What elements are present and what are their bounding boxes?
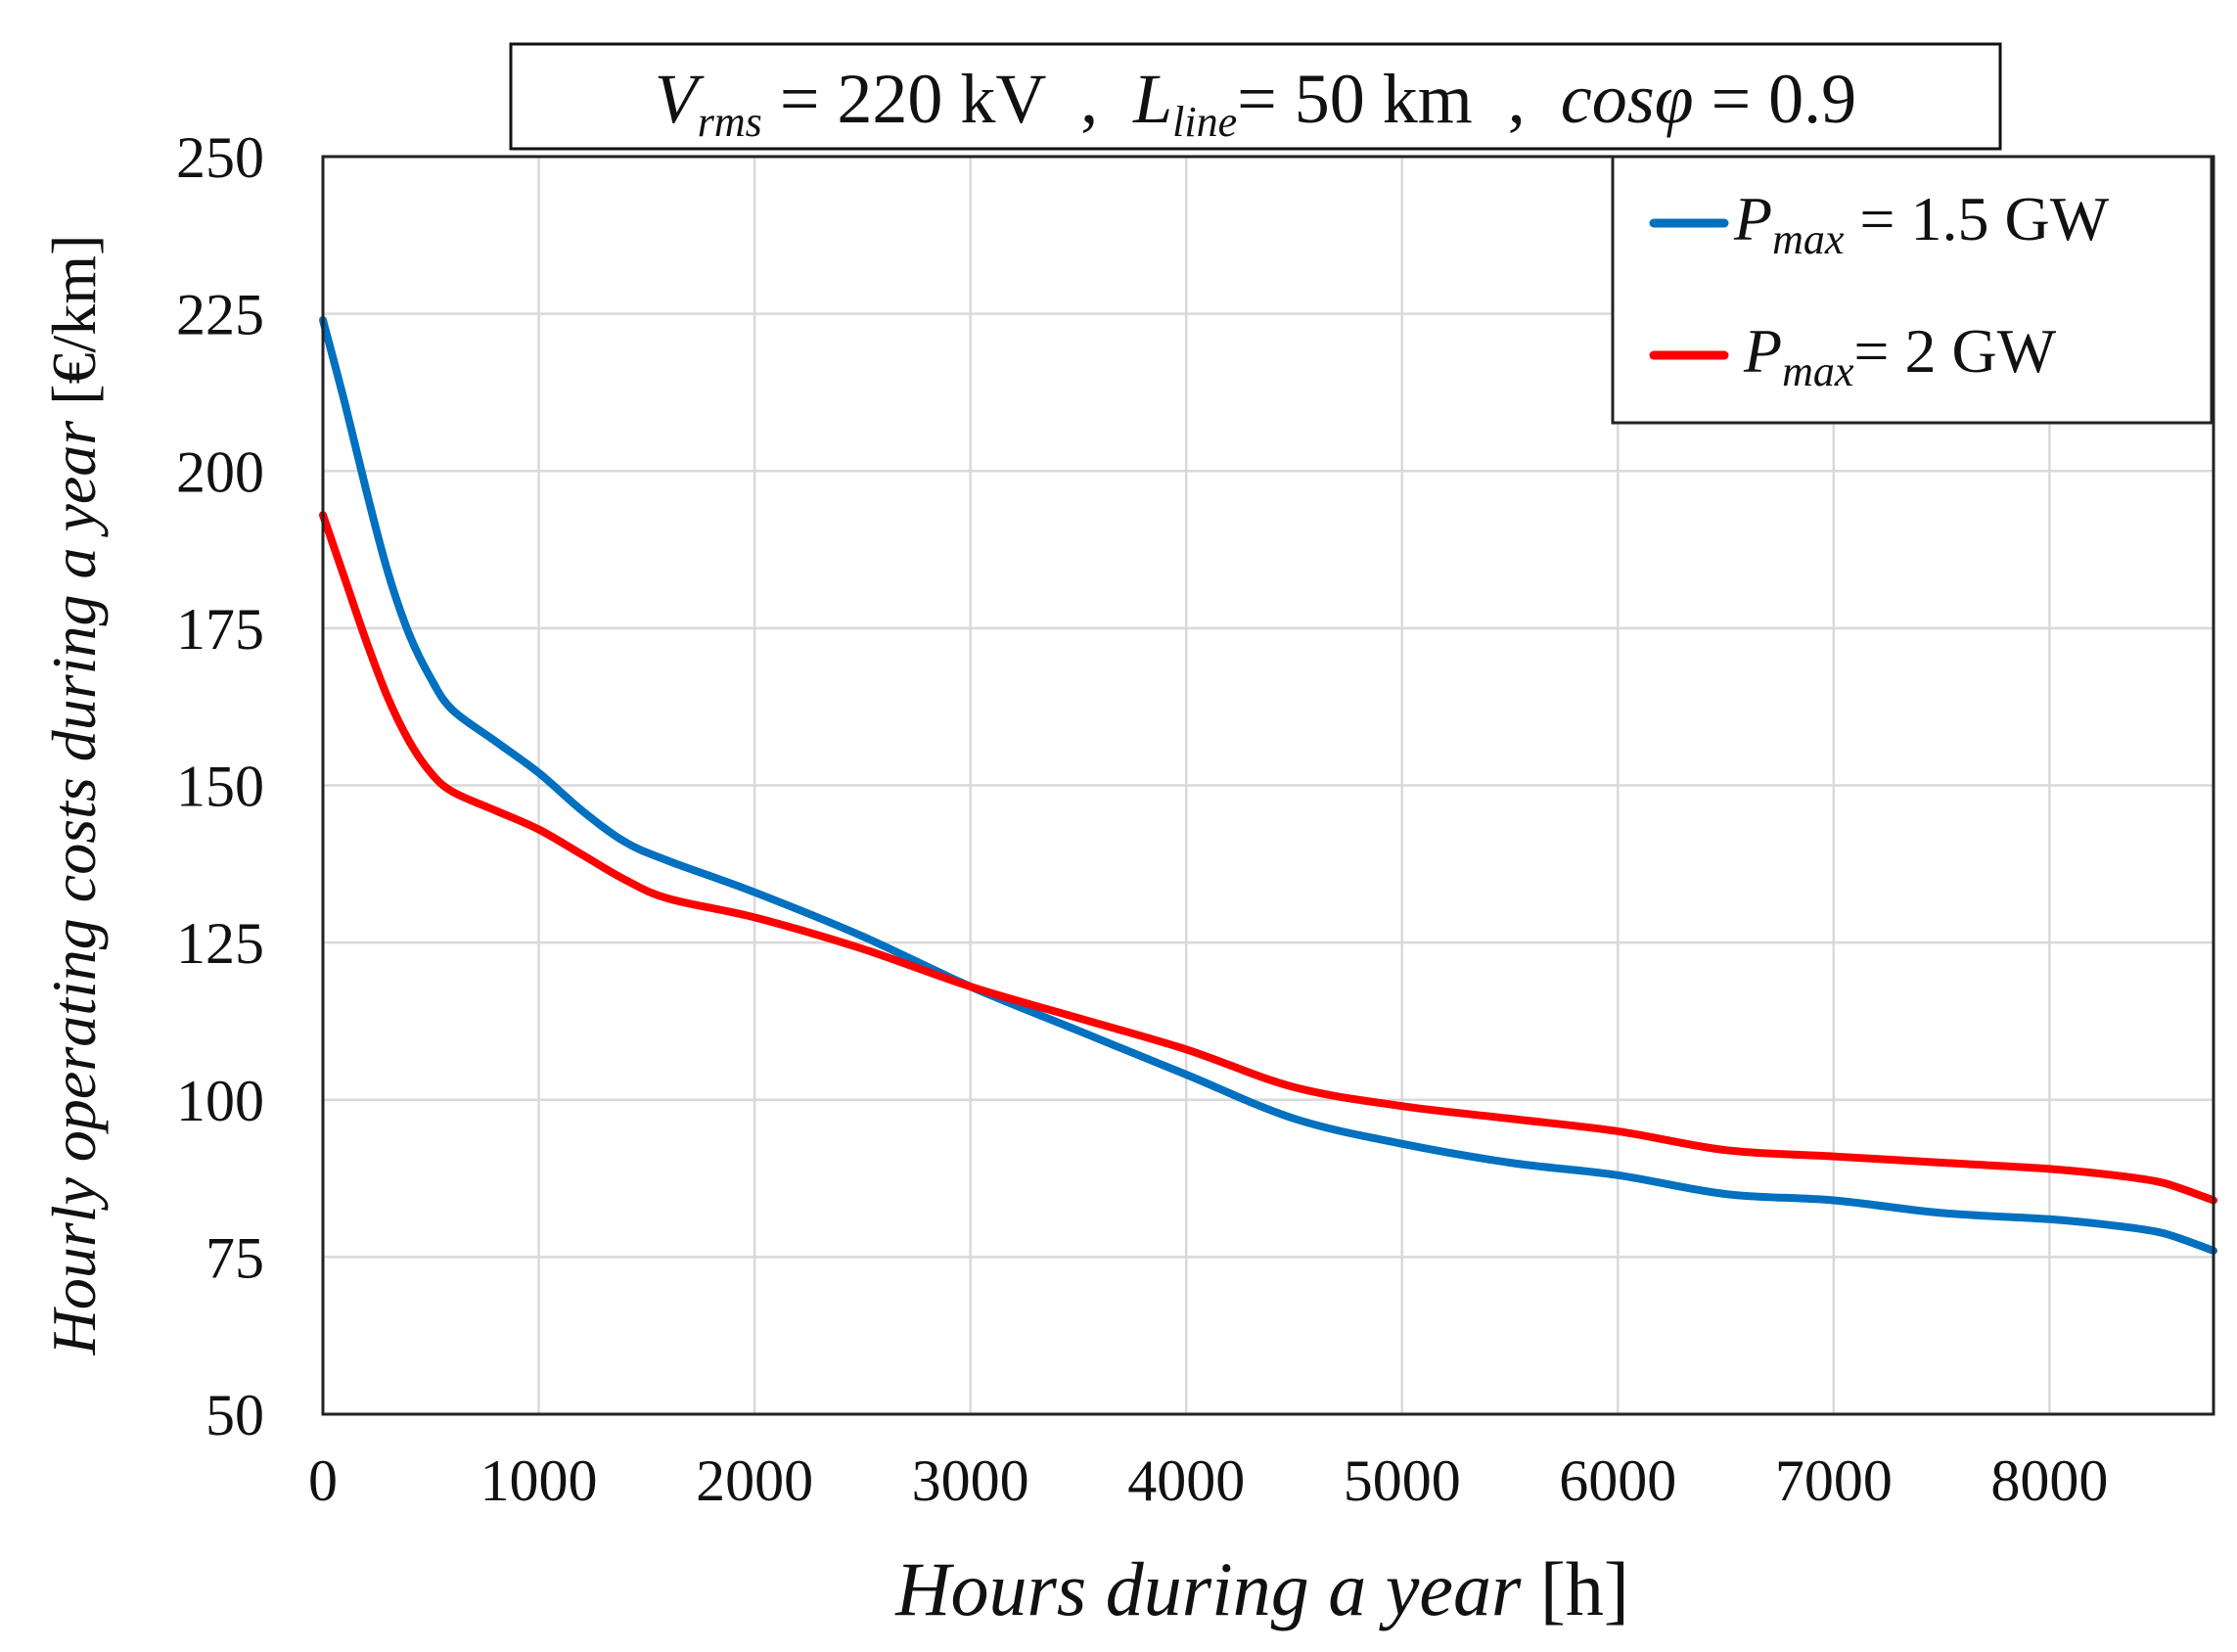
x-tick-label-8: 8000 [1990,1448,2108,1513]
title-box [509,42,2002,151]
legend-1-symbol: P [1733,184,1772,253]
x-tick-label-3: 3000 [912,1448,1029,1513]
legend-2-value: = 2 GW [1853,316,2056,386]
title-v-symbol: V [655,60,705,138]
chart-title: Vrms = 220 kV , Lline= 50 km , cosφ = 0.… [655,60,1856,146]
series-line-2 [319,511,2217,1205]
legend-2-symbol: P [1743,316,1782,386]
y-tick-label-8: 250 [176,125,264,190]
legend-2-subscript: max [1782,347,1854,395]
legend-1-value: = 1.5 GW [1844,184,2109,253]
plot-frame [321,155,2215,1416]
series-line-1 [319,316,2217,1255]
x-axis-title: Hours during a year [h] [894,1546,1629,1631]
y-tick-label-0: 50 [205,1383,264,1447]
x-tick-label-1: 1000 [480,1448,598,1513]
series-lines [319,316,2217,1255]
legend-label-2: Pmax= 2 GW [1743,316,2057,395]
title-l-subscript: line [1172,98,1237,146]
y-axis-title: Hourly operating costs during a year [€/… [39,235,109,1356]
y-axis-title-unit: [€/km] [39,235,109,421]
y-tick-label-1: 75 [205,1225,264,1290]
y-tick-label-5: 175 [176,597,264,662]
title-l-symbol: L [1132,60,1172,138]
y-tick-label-7: 225 [176,283,264,347]
y-tick-label-3: 125 [176,911,264,976]
x-tick-label-6: 6000 [1559,1448,1676,1513]
legend-box [1611,155,2214,425]
legend-1-subscript: max [1772,215,1845,263]
x-axis-title-unit: [h] [1521,1546,1628,1631]
title-l-value: = 50 km , [1237,60,1561,138]
x-tick-labels: 0 1000 2000 3000 4000 5000 6000 7000 8000 [308,1448,2108,1513]
y-tick-label-4: 150 [176,755,264,819]
title-cos-symbol: cosφ [1561,60,1694,138]
x-tick-label-0: 0 [308,1448,338,1513]
x-tick-label-4: 4000 [1127,1448,1245,1513]
x-axis-title-italic: Hours during a year [894,1546,1522,1631]
title-cos-value: = 0.9 [1694,60,1857,138]
x-tick-label-5: 5000 [1344,1448,1461,1513]
y-tick-labels: 50 75 100 125 150 175 200 225 250 [176,125,264,1447]
legend-label-1: Pmax = 1.5 GW [1733,184,2110,263]
y-tick-label-2: 100 [176,1069,264,1133]
title-v-subscript: rms [698,98,762,146]
y-tick-label-6: 200 [176,439,264,504]
x-tick-label-2: 2000 [696,1448,813,1513]
title-v-value: = 220 kV , [762,60,1133,138]
y-axis-title-italic: Hourly operating costs during a year [39,420,109,1356]
x-tick-label-7: 7000 [1775,1448,1893,1513]
